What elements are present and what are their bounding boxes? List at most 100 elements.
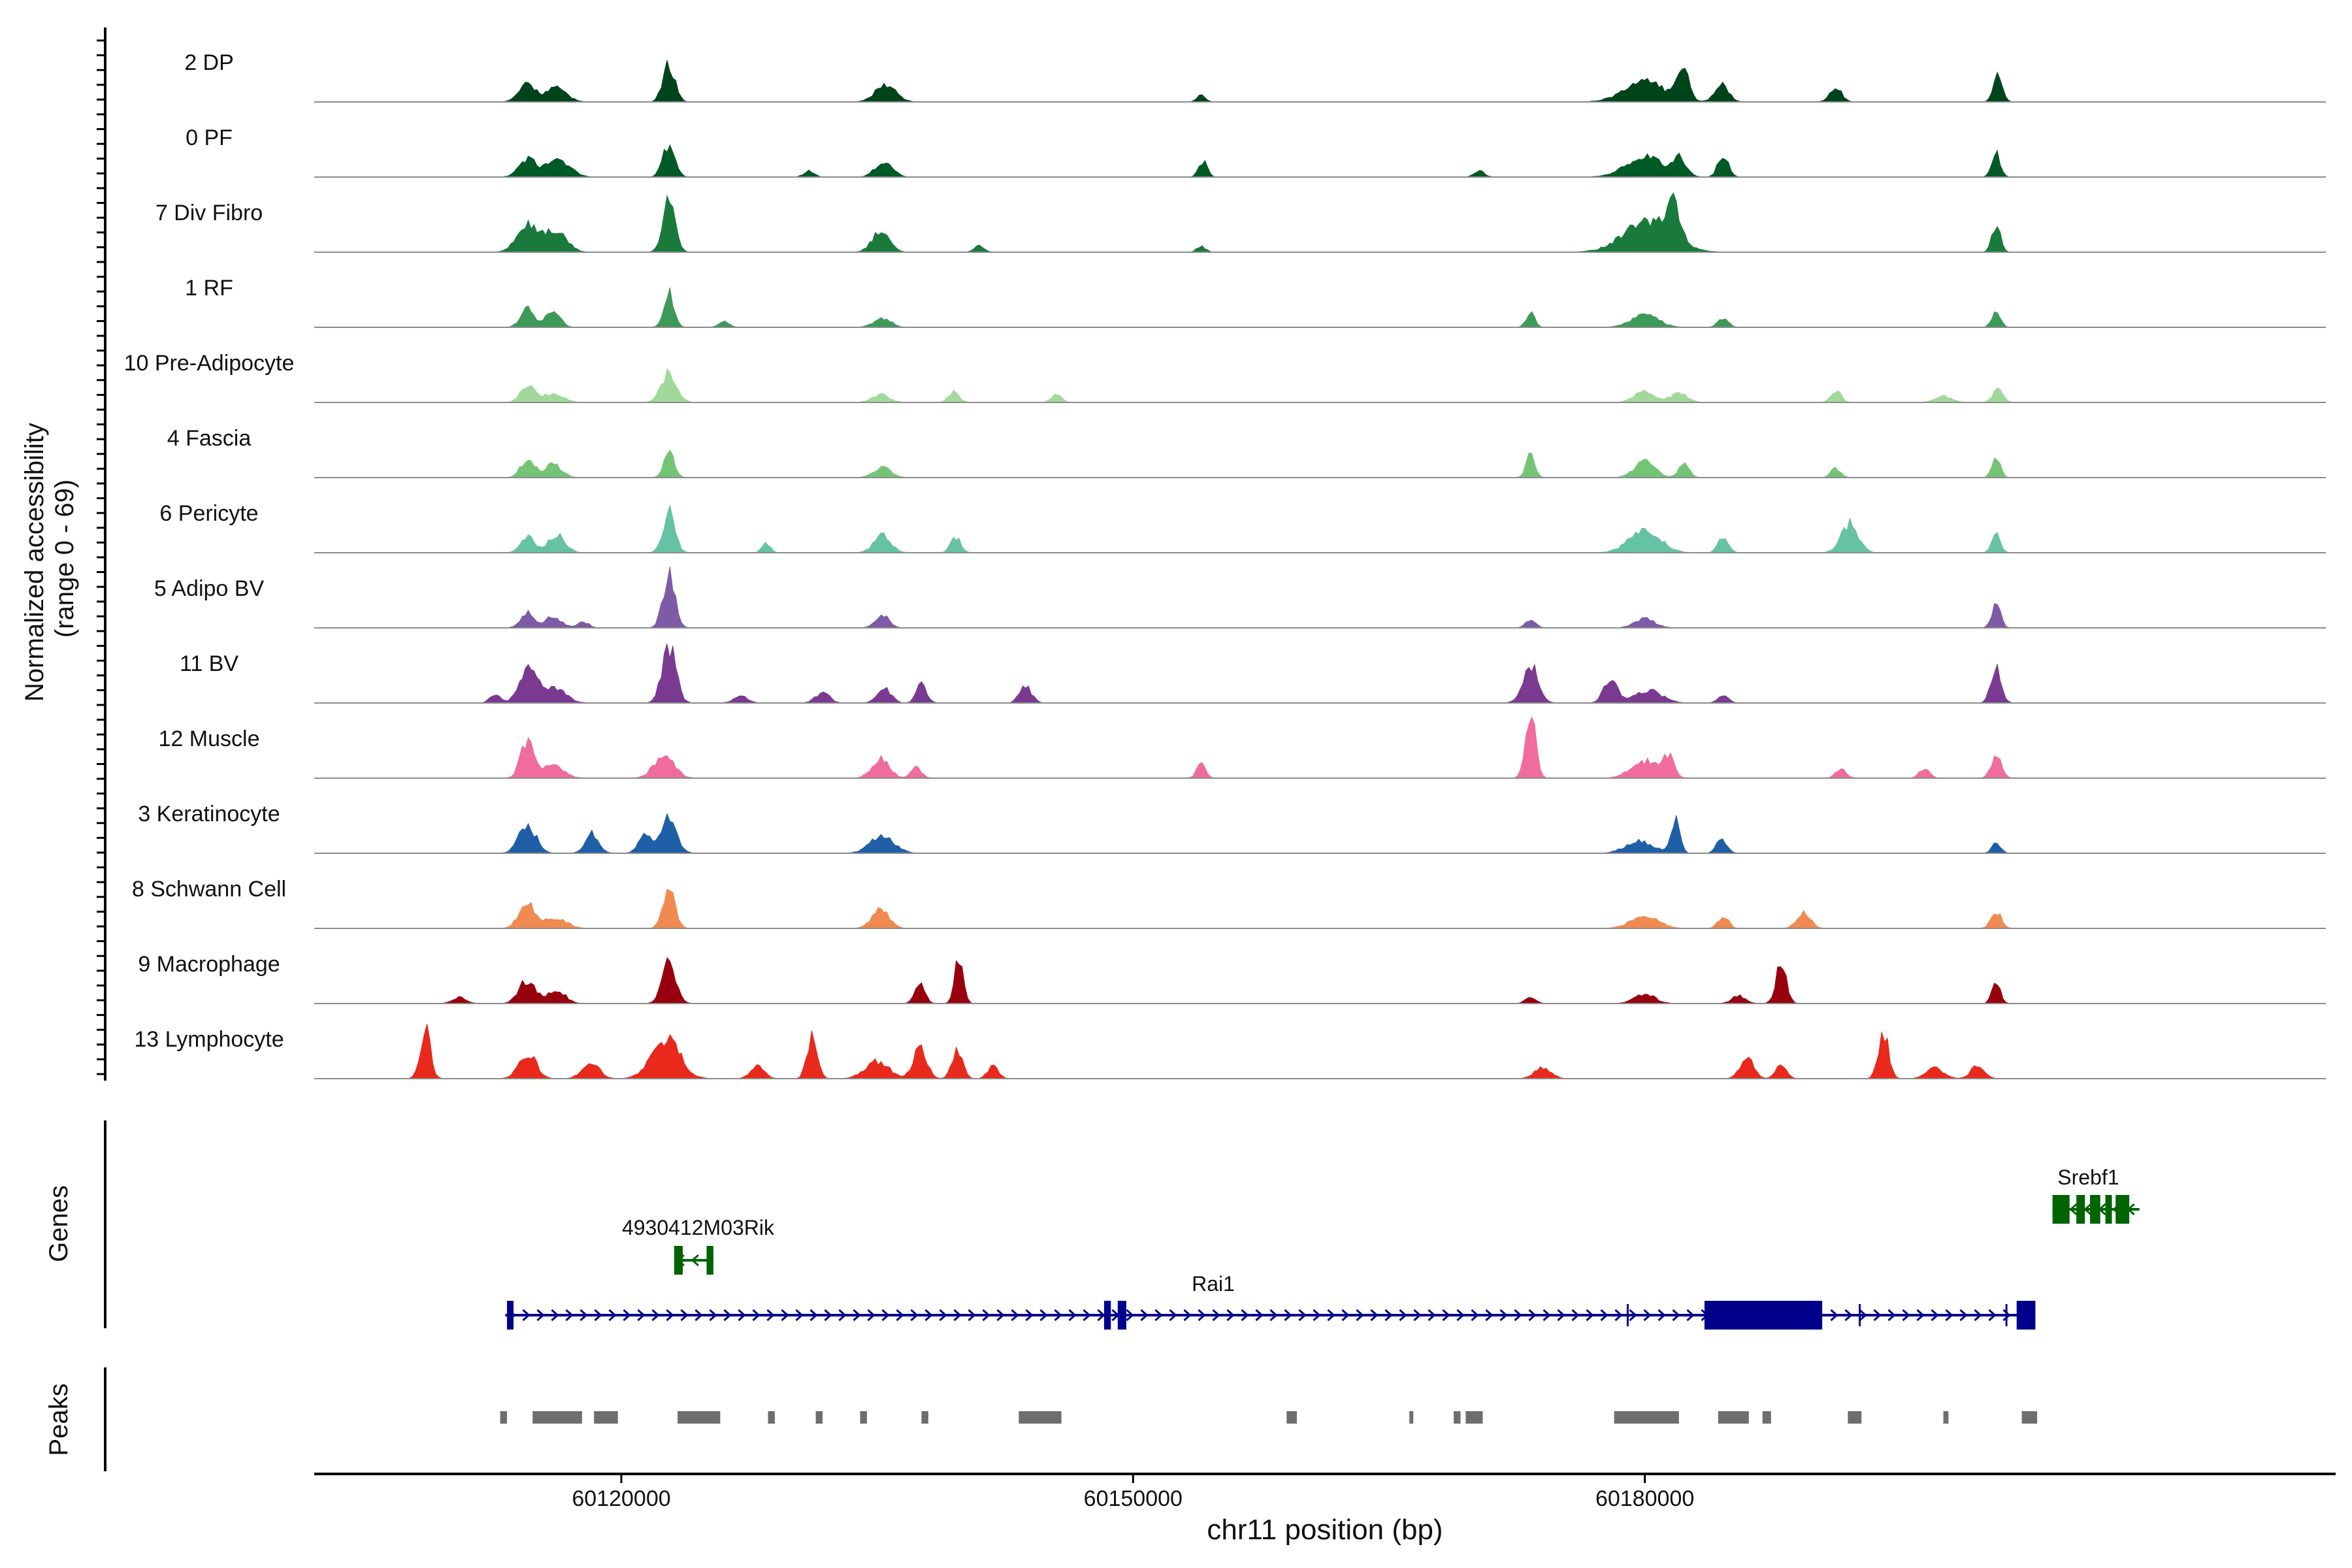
gene-exon bbox=[2115, 1195, 2130, 1224]
coverage-area bbox=[314, 1024, 2242, 1079]
strand-chevron bbox=[666, 1309, 674, 1322]
strand-chevron bbox=[1370, 1309, 1379, 1322]
strand-chevron bbox=[1974, 1309, 1982, 1322]
peak-region bbox=[1409, 1411, 1414, 1424]
peak-region bbox=[594, 1411, 618, 1424]
strand-chevron bbox=[752, 1309, 760, 1322]
track-8: 11 BV bbox=[180, 644, 2326, 704]
strand-chevron bbox=[1298, 1309, 1307, 1322]
strand-chevron bbox=[838, 1309, 847, 1322]
gene-exon bbox=[1117, 1301, 1126, 1330]
strand-chevron bbox=[939, 1309, 947, 1322]
strand-chevron bbox=[1686, 1309, 1695, 1322]
strand-chevron bbox=[881, 1309, 890, 1322]
strand-chevron bbox=[1945, 1309, 1953, 1322]
y-axis-label-line1: Normalized accessibility bbox=[20, 423, 49, 702]
coverage-area bbox=[314, 144, 2242, 178]
strand-chevron bbox=[2002, 1309, 2011, 1322]
gene-label: Srebf1 bbox=[2057, 1166, 2119, 1189]
peaks-panel-label: Peaks bbox=[44, 1383, 73, 1456]
strand-chevron bbox=[1485, 1309, 1494, 1322]
peak-region bbox=[1943, 1411, 1949, 1424]
strand-chevron bbox=[1183, 1309, 1192, 1322]
strand-chevron bbox=[953, 1309, 962, 1322]
strand-chevron bbox=[1356, 1309, 1364, 1322]
strand-chevron bbox=[1399, 1309, 1407, 1322]
strand-chevron bbox=[1083, 1309, 1091, 1322]
strand-chevron bbox=[910, 1309, 919, 1322]
track-6: 6 Pericyte bbox=[159, 501, 2326, 553]
strand-chevron bbox=[565, 1309, 574, 1322]
strand-chevron bbox=[2069, 1203, 2078, 1216]
strand-chevron bbox=[1384, 1309, 1393, 1322]
peak-region bbox=[2021, 1411, 2038, 1424]
coverage-area bbox=[314, 889, 2242, 929]
strand-chevron bbox=[996, 1309, 1005, 1322]
strand-chevron bbox=[1629, 1309, 1637, 1322]
strand-chevron bbox=[867, 1309, 875, 1322]
gene-exon bbox=[2052, 1195, 2070, 1224]
gene-exon bbox=[2076, 1195, 2085, 1224]
strand-chevron bbox=[1988, 1309, 1997, 1322]
strand-chevron bbox=[1902, 1309, 1910, 1322]
strand-chevron bbox=[1830, 1309, 1838, 1322]
strand-chevron bbox=[1140, 1309, 1149, 1322]
strand-chevron bbox=[608, 1309, 617, 1322]
strand-chevron bbox=[1571, 1309, 1580, 1322]
track-label: 5 Adipo BV bbox=[154, 576, 265, 601]
strand-chevron bbox=[1514, 1309, 1522, 1322]
strand-chevron bbox=[1658, 1309, 1666, 1322]
strand-chevron bbox=[1284, 1309, 1292, 1322]
strand-chevron bbox=[1054, 1309, 1062, 1322]
strand-chevron bbox=[1025, 1309, 1034, 1322]
strand-chevron bbox=[1456, 1309, 1465, 1322]
gene-exon bbox=[706, 1246, 713, 1275]
strand-chevron bbox=[1097, 1309, 1105, 1322]
coverage-area bbox=[314, 716, 2242, 779]
strand-chevron bbox=[723, 1309, 732, 1322]
track-label: 7 Div Fibro bbox=[155, 201, 263, 225]
track-label: 4 Fascia bbox=[167, 426, 252, 451]
strand-chevron bbox=[1672, 1309, 1680, 1322]
strand-chevron bbox=[536, 1309, 545, 1322]
coverage-area bbox=[314, 60, 2242, 103]
strand-chevron bbox=[709, 1309, 717, 1322]
gene-exon bbox=[674, 1246, 683, 1275]
y-axis-label: Normalized accessibility (range 0 - 69) bbox=[20, 416, 79, 702]
coverage-area bbox=[314, 368, 2242, 403]
x-axis-ticks: 60120000 60150000 60180000 bbox=[572, 1474, 1694, 1511]
strand-chevron bbox=[1844, 1309, 1853, 1322]
strand-chevron bbox=[2083, 1203, 2092, 1216]
strand-chevron bbox=[853, 1309, 861, 1322]
strand-chevron bbox=[1528, 1309, 1537, 1322]
strand-chevron bbox=[1887, 1309, 1896, 1322]
y-axis-label-line2: (range 0 - 69) bbox=[50, 480, 79, 638]
strand-chevron bbox=[1011, 1309, 1019, 1322]
strand-chevron bbox=[1931, 1309, 1939, 1322]
strand-chevron bbox=[1169, 1309, 1177, 1322]
strand-chevron bbox=[1341, 1309, 1350, 1322]
strand-chevron bbox=[1269, 1309, 1278, 1322]
gene-track: 4930412M03Rik Srebf1 Rai1 bbox=[505, 1166, 2140, 1330]
strand-chevron bbox=[1212, 1309, 1220, 1322]
strand-chevron bbox=[824, 1309, 832, 1322]
strand-chevron bbox=[968, 1309, 976, 1322]
peak-region bbox=[1762, 1411, 1771, 1424]
track-3: 1 RF bbox=[185, 276, 2326, 328]
peak-region bbox=[500, 1411, 507, 1424]
strand-chevron bbox=[637, 1309, 645, 1322]
track-13: 13 Lymphocyte bbox=[134, 1024, 2326, 1079]
peak-region bbox=[678, 1411, 721, 1424]
peak-region bbox=[860, 1411, 867, 1424]
strand-chevron bbox=[691, 1254, 699, 1267]
strand-chevron bbox=[1643, 1309, 1652, 1322]
coverage-area bbox=[314, 644, 2242, 704]
strand-chevron bbox=[680, 1309, 689, 1322]
gene-label: Rai1 bbox=[1192, 1272, 1235, 1296]
track-7: 5 Adipo BV bbox=[154, 566, 2326, 629]
strand-chevron bbox=[1557, 1309, 1565, 1322]
peak-region bbox=[1614, 1411, 1679, 1424]
gene-exon bbox=[1103, 1301, 1111, 1330]
track-4: 10 Pre-Adipocyte bbox=[124, 351, 2326, 403]
